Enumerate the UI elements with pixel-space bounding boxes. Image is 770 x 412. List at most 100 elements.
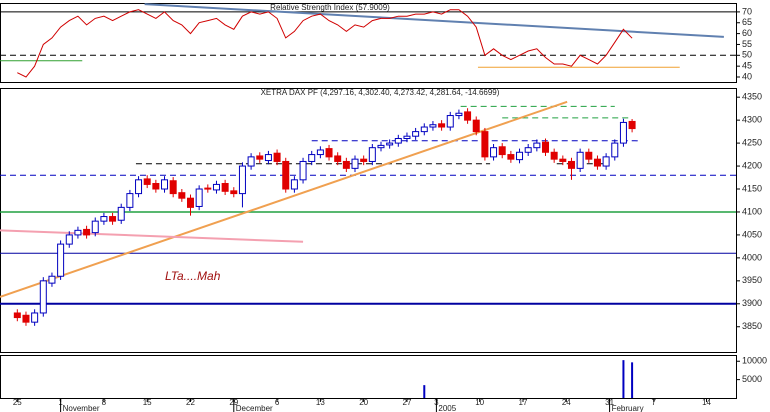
candle-body (455, 112, 463, 117)
x-tick-label: 17 (519, 398, 528, 407)
candle-body (83, 228, 91, 236)
candle-body (13, 312, 21, 319)
candle-body (299, 160, 307, 181)
candle-body (342, 160, 350, 169)
candle-body (412, 131, 420, 137)
candle-body (264, 154, 272, 162)
candle-body (550, 151, 558, 160)
x-tick-label: 10 (475, 398, 484, 407)
candle-body (117, 206, 125, 221)
candle-body (602, 156, 610, 167)
candle-body (31, 312, 39, 323)
panel-title: XETRA DAX PF (4,297.16, 4,302.40, 4,273.… (261, 88, 500, 97)
candle-body (351, 158, 359, 169)
candle-body (611, 142, 619, 158)
candle-body (559, 158, 567, 162)
candle-body (204, 187, 212, 190)
candle-body (169, 180, 177, 195)
candle-body (109, 216, 117, 222)
annotation: LTa....Mah (165, 269, 221, 283)
candle-body (498, 146, 506, 156)
candle-body (429, 124, 437, 128)
candle-body (533, 142, 541, 149)
candle-body (39, 280, 47, 314)
candle-body (507, 154, 515, 160)
candle-body (368, 147, 376, 162)
candle-body (178, 192, 186, 199)
y-tick-label: 4250 (742, 137, 762, 147)
x-tick-label: 22 (186, 398, 195, 407)
y-tick-label: 4050 (742, 229, 762, 239)
y-tick-label: 4100 (742, 206, 762, 216)
candle-body (438, 123, 446, 128)
panel-frame (0, 3, 737, 83)
candle-body (377, 144, 385, 149)
candle-body (65, 234, 73, 245)
y-tick-label: 4200 (742, 160, 762, 170)
x-tick-label: 13 (316, 398, 325, 407)
candle-body (143, 178, 151, 185)
y-tick-label: 4150 (742, 183, 762, 193)
candle-body (593, 158, 601, 167)
candle-body (126, 193, 134, 208)
candle-body (135, 179, 143, 195)
y-tick-label: 60 (742, 28, 752, 38)
y-tick-label: 3850 (742, 321, 762, 331)
candle-body (221, 182, 229, 192)
candle-body (22, 314, 30, 323)
candle-body (386, 142, 394, 146)
candle-body (516, 151, 524, 161)
candle-body (628, 120, 636, 130)
candle-body (212, 183, 220, 191)
candle-body (152, 182, 160, 190)
y-tick-label: 40 (742, 71, 752, 81)
candle-body (308, 154, 316, 162)
x-tick-label: 6 (275, 398, 280, 407)
y-tick-label: 3900 (742, 298, 762, 308)
candle-body (403, 135, 411, 140)
month-label: February (612, 404, 644, 412)
panel-frame (0, 88, 737, 353)
candle-body (100, 216, 108, 222)
candle-body (74, 229, 82, 236)
volume-bar (631, 362, 634, 398)
y-tick-label: 3950 (742, 275, 762, 285)
x-tick-label: 7 (652, 398, 657, 407)
candle-body (394, 138, 402, 144)
candle-body (619, 121, 627, 144)
candle-body (316, 149, 324, 156)
candle-body (446, 115, 454, 128)
candle-body (290, 179, 298, 190)
trend-line (0, 229, 304, 243)
candle-body (576, 151, 584, 169)
candle-body (48, 275, 56, 284)
candle-body (91, 220, 99, 234)
x-tick-label: 24 (562, 398, 571, 407)
panel-frame (0, 355, 737, 399)
candle-body (195, 188, 203, 207)
y-tick-label: 70 (742, 6, 752, 16)
trend-line (144, 3, 724, 38)
candle-body (464, 111, 472, 121)
y-tick-label: 4350 (742, 92, 762, 102)
x-tick-label: 14 (702, 398, 711, 407)
candle-body (542, 141, 550, 153)
candle-body (273, 152, 281, 162)
x-tick-label: 27 (403, 398, 412, 407)
candle-body (334, 155, 342, 162)
candle-body (524, 147, 532, 153)
x-tick-label: 25 (13, 398, 22, 407)
volume-bar (622, 360, 625, 398)
candle-body (325, 148, 333, 158)
candle-body (481, 131, 489, 158)
x-tick-label: 15 (143, 398, 152, 407)
candle-body (585, 151, 593, 160)
trend-line (0, 100, 568, 298)
y-tick-label: 50 (742, 50, 752, 60)
candle-body (567, 160, 575, 169)
candle-body (490, 147, 498, 158)
y-tick-label: 4300 (742, 115, 762, 125)
candle-body (161, 179, 169, 190)
